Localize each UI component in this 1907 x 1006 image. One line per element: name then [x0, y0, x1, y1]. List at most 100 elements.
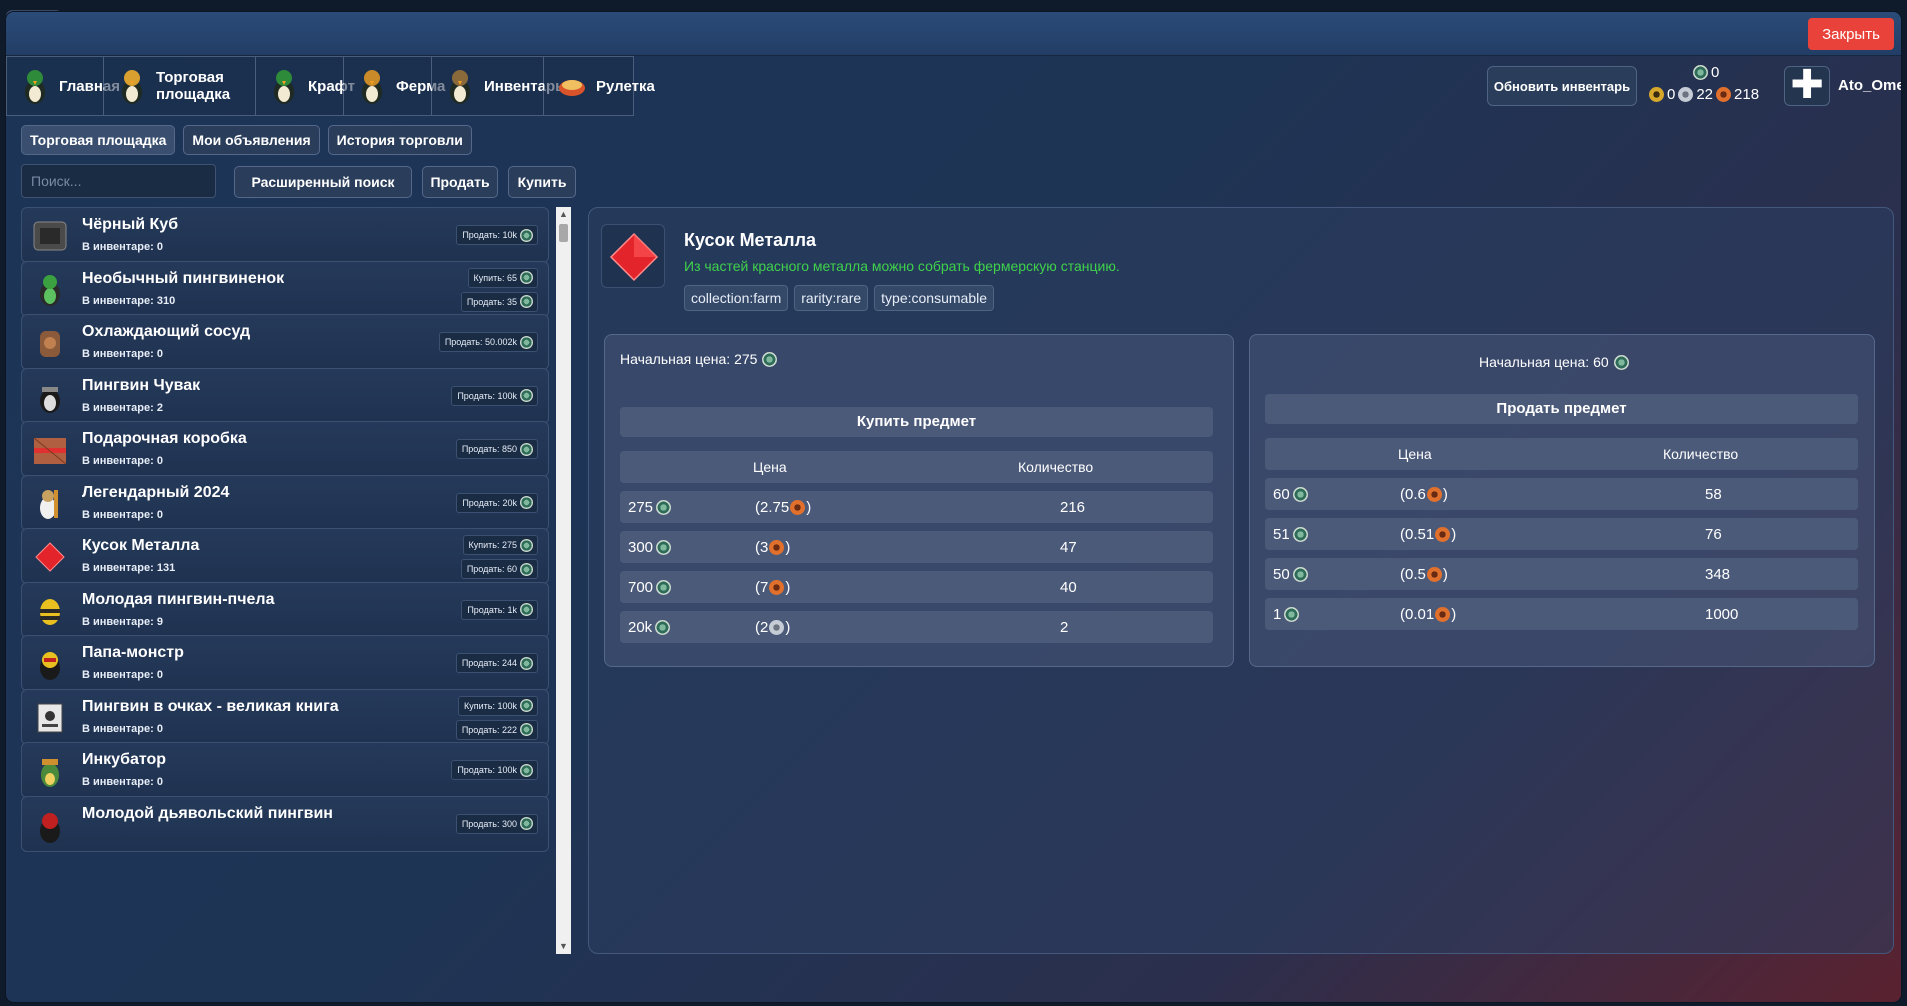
list-item[interactable]: Легендарный 2024 В инвентаре: 0 Продать: 2… — [21, 474, 549, 531]
gold-coin-icon — [1649, 87, 1664, 102]
buy-col-price: Цена — [753, 459, 787, 475]
item-name: Папа-монстр — [82, 644, 184, 661]
order-row[interactable]: 20k (2) 2 — [620, 611, 1213, 643]
item-list-scrollbar[interactable]: ▲ ▼ — [556, 207, 571, 954]
order-quantity: 76 — [1705, 525, 1722, 543]
tag-rarity: rarity:rare — [794, 285, 869, 311]
coin-icon — [762, 351, 778, 367]
list-item[interactable]: Инкубатор В инвентаре: 0 Продать: 100k — [21, 742, 549, 798]
buy-start-price-label: Начальная цена: 275 — [620, 351, 758, 367]
buy-item-button[interactable]: Купить предмет — [620, 407, 1213, 437]
main-currency-value: 0 — [1711, 64, 1720, 81]
sell-price-badge: Продать: 300 — [455, 813, 538, 834]
list-item[interactable]: Охлаждающий сосуд В инвентаре: 0 Продать: … — [21, 314, 549, 370]
sell-panel: Начальная цена: 60 Продать предмет Цена … — [1249, 334, 1875, 667]
bronze-coin-icon — [1426, 566, 1442, 582]
item-name: Молодой дьявольский пингвин — [82, 804, 333, 822]
buy-price-badge: Купить: 275 — [462, 535, 538, 555]
list-item[interactable]: Папа-монстр В инвентаре: 0 Продать: 244 — [21, 635, 549, 691]
item-inventory-count: В инвентаре: 0 — [82, 508, 163, 521]
nav-tab-5[interactable]: Рулетка — [544, 56, 655, 116]
search-input[interactable] — [21, 164, 216, 198]
list-item[interactable]: Чёрный Куб В инвентаре: 0 Продать: 10k — [21, 207, 549, 263]
title-bar: Закрыть — [6, 12, 1901, 56]
order-row[interactable]: 1 (0.01) 1000 — [1265, 598, 1858, 630]
item-icon — [35, 542, 65, 572]
item-inventory-count: В инвентаре: 131 — [82, 562, 176, 574]
order-alt-price: (0.5) — [1400, 565, 1448, 583]
refresh-inventory-button[interactable]: Обновить инвентарь — [1487, 66, 1637, 106]
list-item[interactable]: Подарочная коробка В инвентаре: 0 Продать:… — [21, 421, 549, 477]
item-detail-title: Кусок Металла — [684, 230, 817, 250]
nav-tab-1[interactable]: Торговая площадка — [104, 56, 256, 116]
item-name: Инкубатор — [82, 751, 167, 768]
order-quantity: 58 — [1705, 485, 1722, 503]
order-row[interactable]: 300 (3) 47 — [620, 531, 1213, 563]
sell-price-badge: Продать: 1k — [461, 599, 538, 620]
buy-price-badge: Купить: 65 — [467, 267, 538, 288]
bronze-coin-icon — [790, 499, 806, 515]
order-row[interactable]: 700 (7) 40 — [620, 571, 1213, 603]
order-row[interactable]: 50 (0.5) 348 — [1265, 558, 1858, 590]
subtab-marketplace[interactable]: Торговая площадка — [21, 125, 176, 155]
list-item[interactable]: Пингвин Чувак В инвентаре: 2 Продать: 100k — [21, 367, 549, 424]
advanced-search-button[interactable]: Расширенный поиск — [234, 166, 412, 198]
penguin-market-icon — [116, 66, 148, 106]
currency-display: 0 0 22 218 — [1649, 64, 1779, 108]
roulette-icon — [556, 66, 588, 106]
bronze-coin-icon — [769, 539, 785, 555]
order-row[interactable]: 51 (0.51) 76 — [1265, 518, 1858, 550]
main-nav: Главная Торговая площадка Крафт Ферма Инвент… — [6, 56, 1901, 116]
item-icon — [37, 703, 63, 732]
item-icon — [40, 489, 58, 519]
list-item[interactable]: Кусок Металла В инвентаре: 131 Купить: 275… — [21, 528, 549, 584]
sell-button[interactable]: Продать — [422, 166, 498, 198]
list-item[interactable]: Молодая пингвин-пчела В инвентаре: 9 Прода… — [21, 581, 549, 638]
list-item[interactable]: Необычный пингвиненок В инвентаре: 310 Куп… — [21, 260, 549, 317]
nav-tabs: Главная Торговая площадка Крафт Ферма Инвент… — [6, 56, 655, 116]
sell-item-button[interactable]: Продать предмет — [1265, 394, 1858, 424]
bronze-value: 218 — [1734, 86, 1760, 103]
nav-tab-2[interactable]: Крафт — [256, 56, 355, 116]
order-row[interactable]: 60 (0.6) 58 — [1265, 478, 1858, 510]
order-price: 51 — [1273, 518, 1308, 550]
item-inventory-count: В инвентаре: 0 — [82, 722, 163, 735]
item-name: Легендарный 2024 — [82, 483, 230, 501]
order-quantity: 40 — [1060, 578, 1077, 596]
bottom-bar — [6, 956, 1901, 1002]
item-inventory-count: В инвентаре: 0 — [82, 776, 163, 788]
list-item[interactable]: Молодой дьявольский пингвин Продать: 300 — [21, 795, 549, 852]
sell-start-price-label: Начальная цена: 60 — [1479, 354, 1609, 370]
add-funds-button[interactable]: ✚ — [1784, 65, 1830, 106]
sell-table-header: Цена Количество — [1265, 438, 1858, 470]
coin-icon — [520, 562, 533, 576]
close-button[interactable]: Закрыть — [1808, 18, 1894, 50]
subtab-my-listings[interactable]: Мои объявления — [183, 125, 320, 155]
nav-tab-0[interactable]: Главная — [6, 56, 120, 116]
order-quantity: 47 — [1060, 538, 1077, 556]
nav-tab-4[interactable]: Инвентарь — [432, 56, 564, 116]
coin-icon — [520, 656, 533, 670]
nav-tab-3[interactable]: Ферма — [344, 56, 445, 116]
coin-icon — [520, 295, 533, 308]
item-icon — [40, 598, 60, 625]
subtab-trade-history[interactable]: История торговли — [327, 125, 472, 155]
scroll-up-arrow-icon[interactable]: ▲ — [559, 209, 568, 219]
scrollbar-thumb[interactable] — [559, 224, 568, 242]
red-metal-shard-icon — [609, 232, 659, 282]
order-quantity: 1000 — [1705, 605, 1739, 623]
order-row[interactable]: 275 (2.75) 216 — [620, 491, 1213, 523]
order-price: 50 — [1273, 558, 1308, 590]
buy-button[interactable]: Купить — [508, 166, 576, 198]
silver-value: 22 — [1696, 86, 1714, 103]
coin-icon — [1613, 354, 1629, 370]
scroll-down-arrow-icon[interactable]: ▼ — [559, 941, 568, 951]
item-inventory-count: В инвентаре: 0 — [82, 348, 163, 360]
list-item[interactable]: Пингвин в очках - великая книга В инвента… — [21, 688, 549, 745]
order-price: 1 — [1273, 598, 1300, 630]
order-alt-price: (0.01) — [1400, 605, 1457, 623]
item-inventory-count: В инвентаре: 0 — [82, 241, 163, 253]
coin-icon — [520, 442, 533, 456]
item-name: Пингвин в очках - великая книга — [82, 697, 339, 715]
sell-price-badge: Продать: 60 — [460, 559, 538, 579]
